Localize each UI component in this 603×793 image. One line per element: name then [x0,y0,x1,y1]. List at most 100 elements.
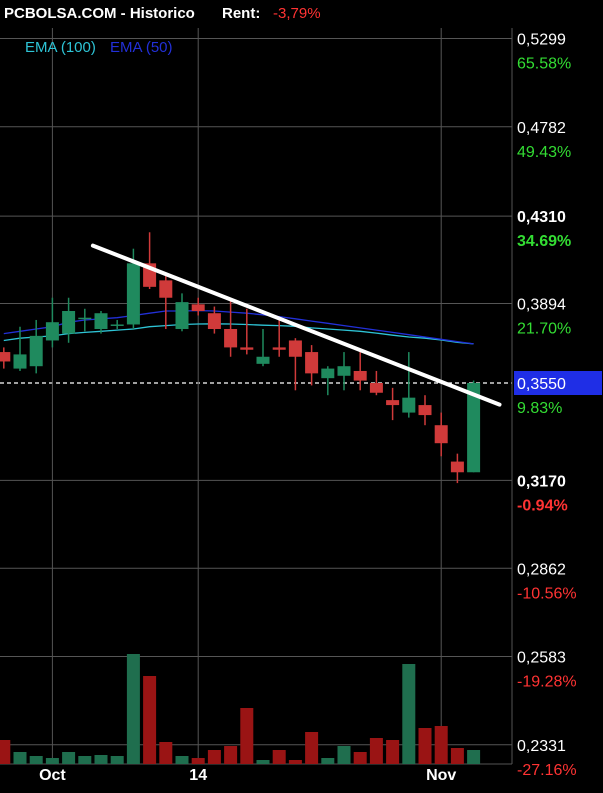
y-tick-label: 0,4310 [517,209,566,226]
candle-body [13,354,27,369]
candle [62,297,76,343]
candle [256,329,270,367]
volume-bar [159,742,173,764]
candle [191,297,205,316]
volume-bar [386,740,400,764]
candle-body [175,302,189,330]
candle-body [337,366,351,376]
candle [386,387,400,421]
y-tick-percent: 49.43% [517,144,571,161]
y-tick-percent: -0.94% [517,497,568,514]
volume-bar [402,664,416,764]
candle [110,319,124,330]
candle [450,453,464,484]
candle [272,319,286,357]
volume-bar [175,756,189,764]
y-tick-label: 0,3894 [517,296,566,313]
volume-bar [240,708,254,764]
price-axis: 0,5299 65.58% 0,4782 49.43% 0,4310 34.69% 0,38… [514,32,602,779]
candle-body [450,461,464,473]
header-title: PCBOLSA.COM - Historico [4,5,195,22]
candle-body [126,263,140,325]
y-tick-percent: 9.83% [517,400,562,417]
candle-body [224,329,238,348]
legend-ema50: EMA (50) [110,39,173,56]
volume-bar [272,750,286,764]
volume-bar [29,756,43,764]
candle [29,319,43,374]
y-tick-percent: -27.16% [517,762,577,779]
candle-body [369,383,383,393]
volume-bar [224,746,238,764]
volume-bar [434,726,448,764]
candle-body [207,313,221,330]
candle [207,306,221,334]
y-tick-label: 0,3550 [517,376,566,393]
volume-bar [94,755,108,764]
candle [0,347,11,369]
x-tick-label: Nov [426,767,456,784]
volume-bar [305,732,319,764]
candle [240,308,254,355]
candle [143,232,157,290]
candle-body [110,324,124,326]
candle [224,299,238,357]
candle-body [78,317,92,320]
candle [305,345,319,386]
candle-body [94,313,108,330]
candle-body [434,425,448,444]
candle-body [0,352,11,362]
candle [434,412,448,457]
candle-body [256,356,270,364]
candle-body [418,405,432,416]
y-tick-percent: 34.69% [517,233,571,250]
candle-body [321,368,335,379]
candles [0,232,481,484]
volume-bars [0,654,481,764]
volume-bar [450,748,464,764]
ema100-line [3,323,474,345]
volume-bar [143,676,157,764]
grid-lines [0,28,513,765]
candle-body [29,335,43,367]
candle [94,310,108,334]
candle [369,370,383,396]
candle [402,352,416,418]
y-tick-label: 0,2331 [517,738,566,755]
candle [418,395,432,426]
volume-bar [353,752,367,764]
volume-bar [191,758,205,764]
x-tick-label: 14 [189,767,207,784]
volume-bar [13,752,27,764]
candle-body [402,397,416,413]
volume-bar [78,756,92,764]
current-price-tag [514,371,602,395]
candle-body [45,322,59,341]
candle-body [288,340,302,357]
volume-bar [418,728,432,764]
volume-bar [207,750,221,764]
y-tick-label: 0,2583 [517,649,566,666]
ema-lines [3,309,474,345]
candle [337,352,351,391]
candle [321,366,335,396]
volume-bar [126,654,140,764]
header-rent-label: Rent: [222,5,260,22]
volume-bar [0,740,11,764]
candle-body [191,304,205,311]
volume-bar [337,746,351,764]
ema50-line [3,309,474,345]
candle [175,293,189,332]
volume-bar [369,738,383,764]
candle [159,276,173,330]
candle [45,297,59,348]
candle-body [305,352,319,374]
volume-bar [288,760,302,764]
trendline-layer [90,243,502,407]
x-tick-label: Oct [39,767,66,784]
volume-bar [110,756,124,764]
y-tick-label: 0,2862 [517,561,566,578]
legend-ema100: EMA (100) [25,39,96,56]
candle-body [240,347,254,350]
